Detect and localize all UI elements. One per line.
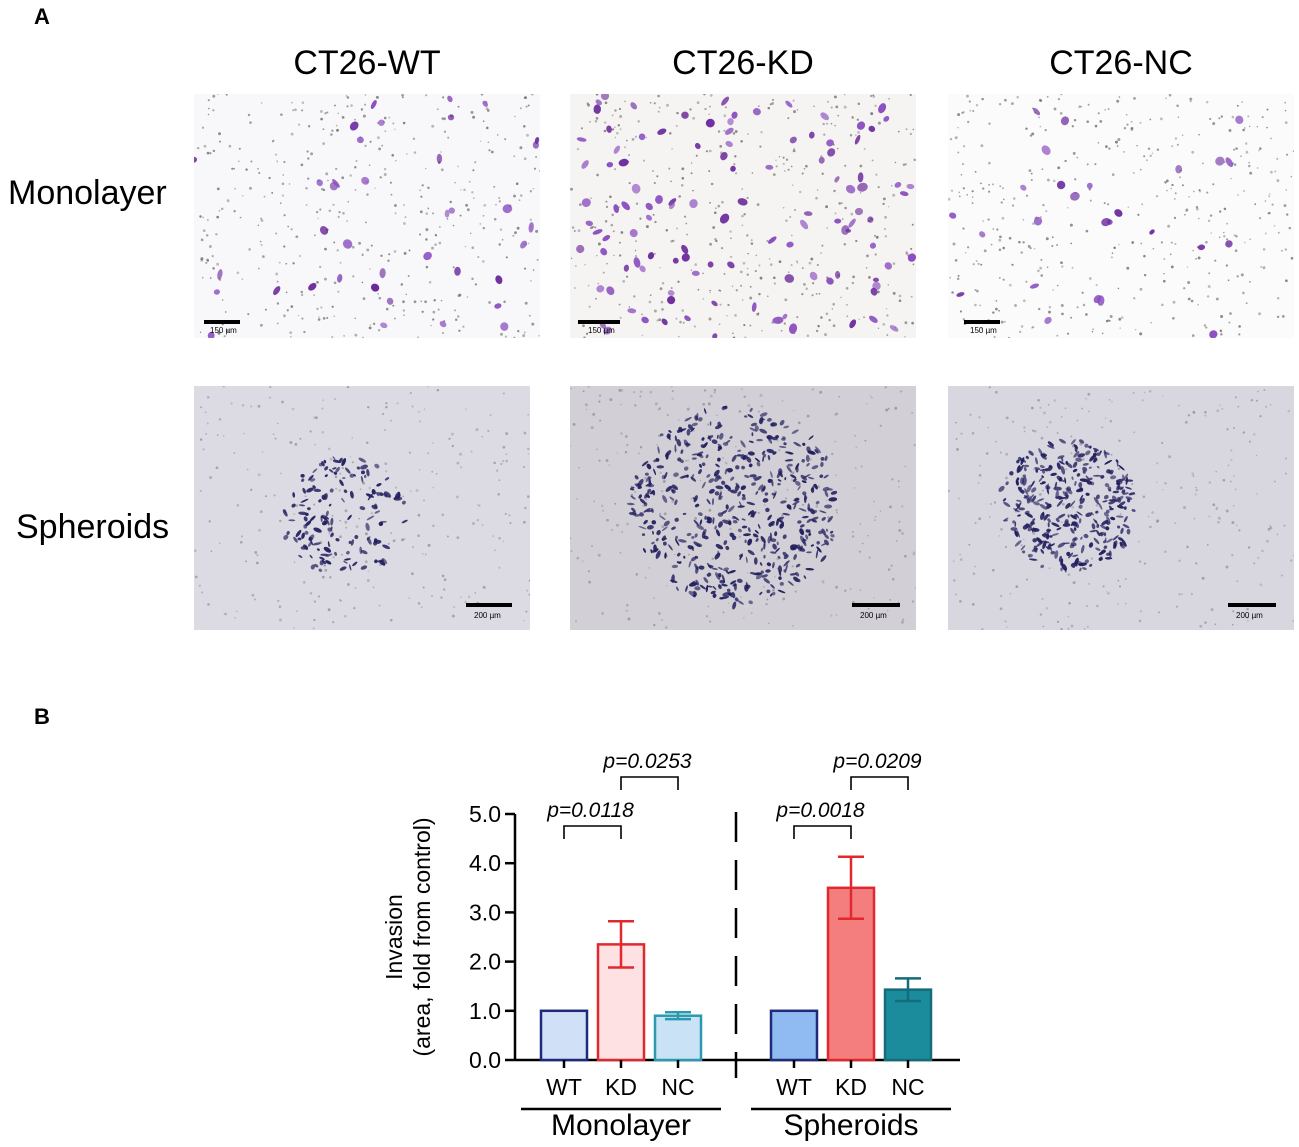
micrograph-texture: [194, 94, 540, 338]
micrograph-monolayer-wt: [194, 94, 540, 338]
micrograph-texture: [948, 386, 1294, 630]
p-value-label: p=0.0118: [546, 799, 634, 822]
micrograph-texture: [570, 386, 916, 629]
p-value-label: p=0.0253: [602, 750, 691, 773]
scale-bar-label: 200 µm: [1236, 611, 1263, 620]
scale-bar: [578, 320, 620, 324]
group-label-spheroids: Spheroids: [783, 1109, 918, 1142]
column-label-ct26-nc: CT26-NC: [1049, 44, 1193, 82]
scale-bar-label: 150 µm: [970, 326, 997, 335]
significance-bracket: [793, 825, 852, 839]
micrograph-monolayer-kd: [570, 94, 916, 338]
y-tick-label: 4.0: [469, 850, 501, 876]
y-tick-label: 1.0: [469, 998, 501, 1024]
micrograph-spheroids-kd: [570, 386, 916, 630]
x-tick-label: WT: [776, 1074, 812, 1100]
panel-b-letter: B: [34, 704, 50, 729]
y-axis-label: (area, fold from control): [409, 817, 435, 1056]
invasion-bar-chart: Invasion (area, fold from control) 0.0 1.0 2…: [381, 750, 960, 1142]
p-value-label: p=0.0209: [832, 750, 921, 773]
scale-bar-label: 150 µm: [210, 326, 237, 335]
bar-spheroids-wt: [769, 1009, 819, 1062]
panel-a-letter: A: [34, 4, 50, 29]
scale-bar: [466, 603, 512, 607]
x-tick-label: KD: [605, 1074, 637, 1100]
column-label-ct26-kd: CT26-KD: [672, 44, 814, 82]
scale-bar-label: 200 µm: [860, 611, 887, 620]
scale-bar: [852, 603, 900, 607]
x-tick-label: NC: [891, 1074, 924, 1100]
scale-bar-label: 150 µm: [588, 326, 615, 335]
micrograph-monolayer-nc: [948, 94, 1294, 338]
x-tick-label: KD: [835, 1074, 867, 1100]
y-tick-label: 3.0: [469, 899, 501, 925]
p-value-label: p=0.0018: [775, 799, 864, 822]
scale-bar-label: 200 µm: [474, 611, 501, 620]
bar-monolayer-nc: [653, 1014, 703, 1062]
y-tick-label: 2.0: [469, 949, 501, 975]
micrograph-texture: [570, 94, 916, 338]
column-label-ct26-wt: CT26-WT: [293, 44, 441, 82]
y-tick-label: 0.0: [469, 1047, 501, 1073]
bar-monolayer-wt: [539, 1009, 589, 1062]
scale-bar: [964, 320, 1000, 324]
scale-bar: [1228, 603, 1276, 607]
significance-bracket: [620, 776, 679, 790]
scale-bar: [204, 320, 240, 324]
group-label-monolayer: Monolayer: [551, 1109, 691, 1142]
y-tick-label: 5.0: [469, 801, 501, 827]
row-label-monolayer: Monolayer: [8, 174, 167, 212]
micrograph-spheroids-nc: [948, 386, 1294, 630]
y-axis-label: Invasion: [381, 894, 407, 980]
micrograph-texture: [194, 386, 530, 630]
x-tick-label: NC: [661, 1074, 694, 1100]
significance-bracket: [563, 825, 622, 839]
row-label-spheroids: Spheroids: [16, 508, 170, 546]
x-tick-label: WT: [546, 1074, 582, 1100]
micrograph-spheroids-wt: [194, 386, 530, 630]
significance-bracket: [850, 776, 909, 790]
micrograph-texture: [948, 94, 1294, 338]
